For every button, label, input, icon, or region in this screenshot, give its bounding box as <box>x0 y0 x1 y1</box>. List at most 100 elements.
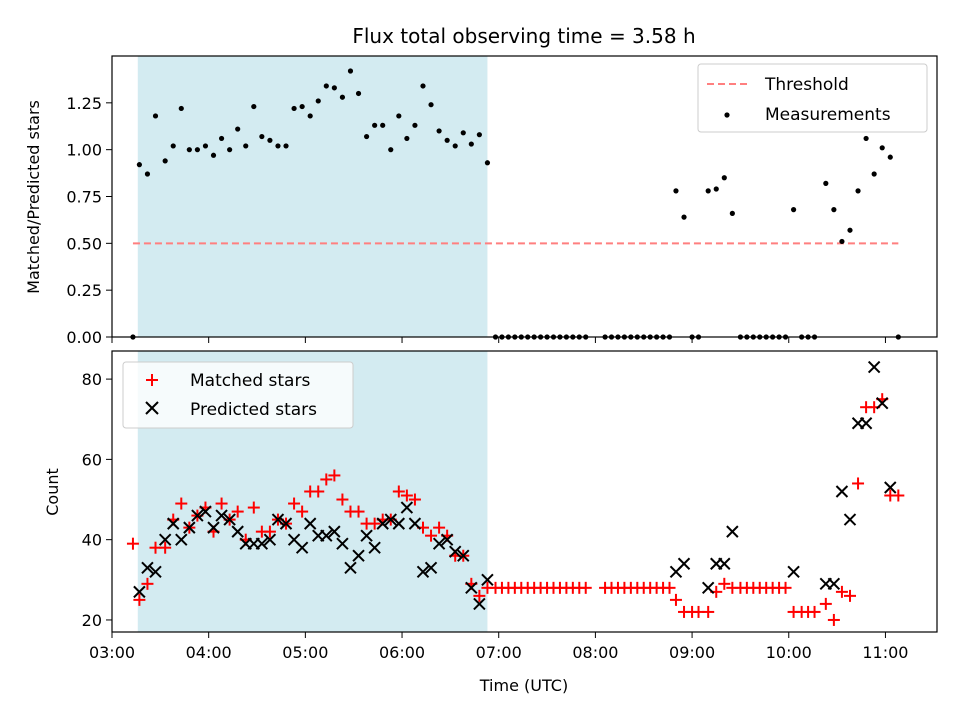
predicted-star-point <box>303 517 317 530</box>
x-tick-label: 04:00 <box>186 643 232 662</box>
matched-star-point <box>392 485 405 498</box>
matched-star-point <box>159 541 172 554</box>
predicted-star-point <box>876 396 889 410</box>
measurement-point <box>315 98 321 104</box>
predicted-star-point <box>677 557 691 570</box>
predicted-legend-label: Predicted stars <box>190 400 317 420</box>
predicted-star-point <box>223 513 236 526</box>
predicted-star-point <box>158 533 172 546</box>
predicted-star-point <box>175 533 188 546</box>
measurement-point <box>871 171 877 177</box>
measurement-point <box>705 188 711 194</box>
measurement-point <box>729 210 735 216</box>
measurement-point <box>363 133 370 140</box>
bottom-axes-frame <box>111 350 938 633</box>
measurement-point <box>235 126 241 132</box>
measurement-point <box>162 158 168 164</box>
measurement-point <box>218 135 225 142</box>
measurements-legend-swatch <box>724 112 730 118</box>
matched-star-point <box>852 477 865 490</box>
bottom-plot-data <box>126 360 905 626</box>
bottom-y-ticks: 20 40 60 80 <box>82 370 112 630</box>
top-x-ticks <box>111 337 886 343</box>
matched-star-point <box>669 593 682 606</box>
measurement-point <box>721 175 727 181</box>
predicted-star-point <box>701 581 715 595</box>
measurement-point <box>444 137 450 143</box>
predicted-star-point <box>207 521 220 534</box>
top-axes-frame <box>111 55 938 338</box>
predicted-star-point <box>255 537 269 550</box>
predicted-star-point <box>231 525 244 538</box>
predicted-star-point <box>320 529 333 542</box>
matched-star-point <box>663 581 676 594</box>
measurement-point <box>227 147 233 153</box>
matched-star-point <box>779 581 792 594</box>
measurement-point <box>460 130 466 136</box>
x-tick-label: 11:00 <box>862 643 908 662</box>
predicted-star-point <box>191 509 204 522</box>
predicted-star-point <box>149 565 162 578</box>
matched-star-point <box>215 497 228 510</box>
predicted-star-point <box>167 517 180 530</box>
y-tick-label: 80 <box>82 370 102 389</box>
predicted-star-point <box>408 517 422 530</box>
measurement-point <box>307 113 313 119</box>
predicted-legend-swatch <box>145 401 159 415</box>
y-tick-label: 40 <box>82 531 102 550</box>
measurement-point <box>372 122 378 128</box>
measurement-point <box>713 186 719 192</box>
matched-star-point <box>579 581 592 594</box>
measurement-point <box>823 180 829 186</box>
measurement-point <box>299 103 305 110</box>
matched-star-point <box>320 473 333 486</box>
predicted-star-point <box>432 537 446 550</box>
predicted-star-point <box>368 541 381 554</box>
y-tick-label: 0.75 <box>66 188 102 207</box>
predicted-star-point <box>376 517 389 530</box>
predicted-star-point <box>384 513 397 526</box>
x-tick-label: 10:00 <box>766 643 812 662</box>
top-shaded-region <box>137 56 488 337</box>
matched-star-point <box>835 585 848 598</box>
measurement-point <box>839 238 845 245</box>
matched-star-point <box>892 489 905 502</box>
matched-star-point <box>408 493 421 506</box>
y-tick-label: 0.25 <box>66 281 102 300</box>
measurement-point <box>484 160 491 166</box>
predicted-star-point <box>279 517 293 530</box>
predicted-star-point <box>199 505 212 518</box>
matched-star-point <box>175 497 188 510</box>
measurement-point <box>879 145 885 151</box>
matched-star-point <box>141 577 154 590</box>
matched-star-point <box>126 537 139 550</box>
x-axis-label: Time (UTC) <box>479 676 568 695</box>
x-tick-label: 07:00 <box>476 643 522 662</box>
measurement-point <box>404 135 410 142</box>
measurement-point <box>887 154 893 160</box>
threshold-legend-label: Threshold <box>764 75 849 95</box>
matched-star-point <box>433 521 446 534</box>
matched-star-point <box>336 493 349 506</box>
measurement-point <box>194 147 201 153</box>
measurement-point <box>388 147 394 153</box>
predicted-star-point <box>295 541 309 554</box>
matched-star-point <box>263 525 276 538</box>
measurement-point <box>178 105 184 112</box>
measurement-point <box>339 94 346 100</box>
predicted-star-point <box>449 545 462 558</box>
y-tick-label: 1.25 <box>66 94 102 113</box>
measurement-point <box>681 214 687 220</box>
predicted-star-point <box>400 501 414 514</box>
predicted-star-point <box>787 565 800 578</box>
predicted-star-point <box>827 577 841 591</box>
matched-star-point <box>718 577 731 590</box>
bottom-y-axis-label: Count <box>43 468 62 516</box>
measurement-point <box>323 83 329 89</box>
measurement-point <box>186 147 192 153</box>
measurement-point <box>855 188 861 194</box>
measurement-point <box>831 207 837 213</box>
predicted-star-point <box>440 533 454 546</box>
matched-star-point <box>827 613 840 626</box>
